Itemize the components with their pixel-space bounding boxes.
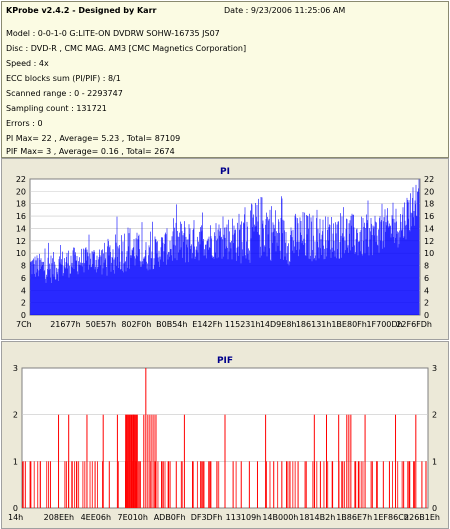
app-title: KProbe v2.4.2 - Designed by Karr bbox=[6, 6, 157, 15]
y-tick-label-left: 6 bbox=[21, 274, 26, 283]
x-tick-label: 1BE80Fh bbox=[331, 320, 366, 329]
y-tick-label-right: 2 bbox=[432, 411, 437, 420]
pif-summary-line: PIF Max= 3 , Average= 0.16 , Total= 2674 bbox=[6, 147, 175, 156]
x-tick-label: 1B86E7h bbox=[336, 513, 372, 522]
y-tick-label-right: 10 bbox=[424, 249, 434, 258]
y-tick-label-left: 4 bbox=[21, 286, 26, 295]
chart-title: PIF bbox=[217, 356, 233, 366]
x-tick-label: DF3DFh bbox=[191, 513, 223, 522]
x-tick-label: 14h bbox=[8, 513, 23, 522]
y-tick-label-right: 12 bbox=[424, 237, 434, 246]
y-tick-label-right: 8 bbox=[424, 262, 429, 271]
y-tick-label-left: 22 bbox=[16, 175, 26, 184]
pif-chart-panel: PIF 0 0 1 1 2 2 3 3 14h 208EEh 4EE06h 7E010h ADB0Fh DF… bbox=[1, 341, 449, 529]
y-tick-label-right: 1 bbox=[432, 457, 437, 466]
pif-chart: PIF 0 0 1 1 2 2 3 3 14h 208EEh 4EE06h 7E010h ADB0Fh DF… bbox=[8, 356, 440, 522]
x-tick-label: 1814B2h bbox=[299, 513, 335, 522]
y-tick-label-right: 3 bbox=[432, 364, 437, 373]
pi-summary-line: PI Max= 22 , Average= 5.23 , Total= 8710… bbox=[6, 134, 181, 143]
x-tick-label: 14D9E8h bbox=[260, 320, 297, 329]
y-tick-label-left: 12 bbox=[16, 237, 26, 246]
y-tick-label-right: 18 bbox=[424, 200, 434, 209]
y-tick-label-left: 2 bbox=[13, 411, 18, 420]
y-tick-label-left: 3 bbox=[13, 364, 18, 373]
y-tick-label-right: 0 bbox=[424, 311, 429, 320]
x-tick-label: 1EF86Ch bbox=[373, 513, 409, 522]
y-tick-label-left: 1 bbox=[13, 457, 18, 466]
x-tick-label: 14B000h bbox=[262, 513, 298, 522]
x-tick-label: 1F700Dh bbox=[366, 320, 402, 329]
x-tick-label: B0B54h bbox=[156, 320, 187, 329]
y-tick-label-left: 2 bbox=[21, 299, 26, 308]
pi-chart-panel: PI 0 0 2 2 4 4 6 6 8 8 10 10 12 12 14 14 16 16 18 18 20 20 22 22… bbox=[1, 158, 449, 340]
y-tick-label-right: 16 bbox=[424, 212, 434, 221]
x-tick-label: 113109h bbox=[226, 513, 262, 522]
x-tick-label: 186131h bbox=[296, 320, 332, 329]
y-tick-label-left: 20 bbox=[16, 187, 26, 196]
x-tick-label: 4EE06h bbox=[81, 513, 111, 522]
y-tick-label-left: 8 bbox=[21, 262, 26, 271]
chart-title: PI bbox=[220, 167, 230, 177]
ecc-line: ECC blocks sum (PI/PIF) : 8/1 bbox=[6, 74, 121, 83]
y-tick-label-right: 2 bbox=[424, 299, 429, 308]
x-tick-label: 208EEh bbox=[44, 513, 74, 522]
x-tick-label: 21677h bbox=[50, 320, 81, 329]
pif-bars bbox=[22, 368, 427, 508]
y-tick-label-right: 4 bbox=[424, 286, 429, 295]
y-tick-label-left: 14 bbox=[16, 224, 26, 233]
x-tick-label: E142Fh bbox=[192, 320, 222, 329]
sampling-line: Sampling count : 131721 bbox=[6, 104, 107, 113]
speed-line: Speed : 4x bbox=[6, 59, 49, 68]
x-tick-label: 7Ch bbox=[16, 320, 32, 329]
x-tick-label: 802F0h bbox=[121, 320, 151, 329]
x-tick-label: 22F6FDh bbox=[396, 320, 432, 329]
y-tick-label-right: 20 bbox=[424, 187, 434, 196]
range-line: Scanned range : 0 - 2293747 bbox=[6, 89, 123, 98]
y-tick-label-left: 0 bbox=[21, 311, 26, 320]
y-tick-label-left: 16 bbox=[16, 212, 26, 221]
x-tick-label: 115231h bbox=[225, 320, 261, 329]
pi-bars bbox=[30, 179, 420, 315]
y-tick-label-right: 22 bbox=[424, 175, 434, 184]
x-tick-label: 50E57h bbox=[86, 320, 116, 329]
x-tick-label: 7E010h bbox=[117, 513, 147, 522]
model-line: Model : 0-0-1-0 G:LITE-ON DVDRW SOHW-167… bbox=[6, 29, 220, 38]
y-tick-label-left: 18 bbox=[16, 200, 26, 209]
info-panel: KProbe v2.4.2 - Designed by Karr Date : … bbox=[1, 1, 449, 158]
scan-date: Date : 9/23/2006 11:25:06 AM bbox=[224, 6, 346, 15]
x-tick-label: ADB0Fh bbox=[154, 513, 186, 522]
y-tick-label-left: 10 bbox=[16, 249, 26, 258]
y-tick-label-right: 6 bbox=[424, 274, 429, 283]
disc-line: Disc : DVD-R , CMC MAG. AM3 [CMC Magneti… bbox=[6, 44, 247, 53]
x-tick-label: 226B1Eh bbox=[404, 513, 440, 522]
y-tick-label-right: 0 bbox=[432, 504, 437, 513]
errors-line: Errors : 0 bbox=[6, 119, 43, 128]
y-tick-label-left: 0 bbox=[13, 504, 18, 513]
y-tick-label-right: 14 bbox=[424, 224, 434, 233]
